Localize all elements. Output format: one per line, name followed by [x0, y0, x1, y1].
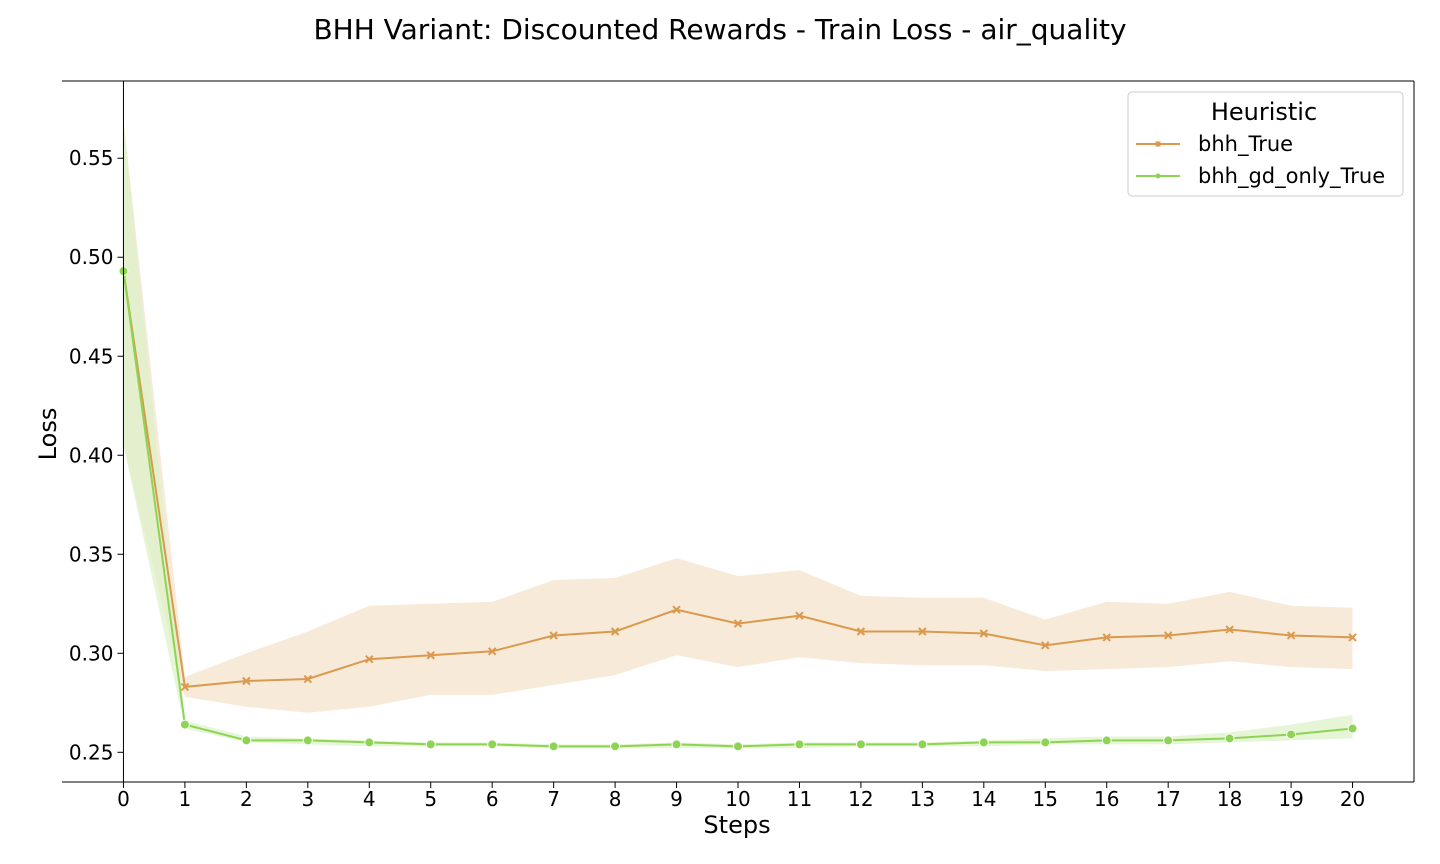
y-tick-label: 0.45: [69, 344, 114, 368]
x-tick-label: 1: [179, 787, 192, 811]
data-point-0-1: [180, 682, 190, 692]
data-point-1-8: [610, 741, 621, 752]
x-tick-label: 13: [910, 787, 935, 811]
data-point-0-2: [242, 676, 251, 686]
x-tick-label: 15: [1033, 787, 1058, 811]
x-axis-ticks: 0 1 2 3 4 5 6 7 8 9 10 11 12 13 14 15 16 17 18 19 20: [117, 782, 1365, 811]
x-tick-label: 6: [486, 787, 499, 811]
confidence-bands: [123, 120, 1353, 749]
data-point-0-12: [856, 627, 866, 636]
y-tick-label: 0.55: [69, 146, 114, 170]
x-tick-label: 0: [117, 787, 130, 811]
data-point-0-16: [1102, 633, 1111, 642]
y-axis-label: Loss: [34, 408, 62, 461]
data-point-0-5: [426, 651, 435, 660]
data-point-1-14: [978, 737, 989, 748]
data-point-1-2: [241, 735, 252, 746]
data-point-1-7: [548, 741, 559, 752]
y-axis-ticks: 0.25 0.30 0.35 0.40 0.45 0.50 0.55: [69, 146, 124, 764]
data-point-0-7: [549, 631, 558, 640]
data-point-0-13: [918, 627, 927, 636]
data-point-0-10: [733, 619, 743, 628]
x-tick-label: 12: [848, 787, 873, 811]
y-tick-label: 0.50: [69, 245, 114, 269]
x-tick-label: 8: [609, 787, 622, 811]
y-tick-label: 0.35: [69, 542, 114, 566]
series-markers: [118, 266, 1358, 752]
data-point-1-13: [917, 739, 928, 750]
data-point-1-18: [1224, 733, 1235, 744]
legend-marker-0: [1155, 141, 1161, 147]
data-point-0-3: [303, 674, 313, 684]
data-point-0-20: [1348, 633, 1357, 642]
data-point-1-1: [179, 719, 190, 730]
x-tick-label: 2: [240, 787, 253, 811]
y-tick-label: 0.30: [69, 641, 114, 665]
x-tick-label: 19: [1278, 787, 1303, 811]
chart-title: BHH Variant: Discounted Rewards - Train …: [313, 13, 1126, 46]
legend-label-1: bhh_gd_only_True: [1198, 164, 1385, 189]
data-point-0-11: [795, 611, 804, 620]
legend-marker-1: [1155, 173, 1161, 179]
x-axis-label: Steps: [703, 811, 770, 839]
x-tick-label: 10: [725, 787, 750, 811]
data-point-0-8: [610, 627, 620, 636]
legend-box: [1127, 91, 1404, 197]
x-tick-label: 18: [1217, 787, 1242, 811]
x-tick-label: 4: [363, 787, 376, 811]
data-point-1-17: [1163, 735, 1174, 746]
data-point-0-18: [1225, 625, 1234, 634]
y-tick-label: 0.25: [69, 740, 114, 764]
y-tick-label: 0.40: [69, 443, 114, 467]
data-point-0-14: [979, 629, 989, 638]
data-point-1-5: [425, 739, 436, 750]
x-tick-label: 16: [1094, 787, 1119, 811]
x-tick-label: 9: [670, 787, 683, 811]
data-point-1-3: [302, 735, 313, 746]
data-point-0-9: [672, 605, 681, 614]
data-point-0-19: [1286, 631, 1296, 640]
x-tick-label: 17: [1155, 787, 1180, 811]
x-tick-label: 11: [787, 787, 812, 811]
confidence-band-0: [123, 120, 1353, 713]
x-tick-label: 14: [971, 787, 996, 811]
x-tick-label: 5: [424, 787, 437, 811]
data-point-0-17: [1163, 631, 1173, 640]
data-point-1-11: [794, 739, 805, 750]
data-point-1-16: [1101, 735, 1112, 746]
x-tick-label: 3: [301, 787, 314, 811]
legend: Heuristic bhh_True bhh_gd_only_True: [1127, 91, 1404, 197]
x-tick-label: 7: [547, 787, 560, 811]
data-point-1-20: [1347, 723, 1358, 734]
data-point-1-10: [733, 741, 743, 752]
legend-label-0: bhh_True: [1198, 132, 1293, 157]
data-point-1-9: [671, 739, 682, 750]
data-point-1-15: [1040, 737, 1051, 748]
data-point-1-12: [855, 739, 866, 750]
data-point-1-6: [487, 739, 498, 750]
data-point-0-4: [365, 655, 374, 664]
data-point-1-4: [364, 737, 375, 748]
data-point-1-19: [1286, 729, 1297, 740]
legend-title: Heuristic: [1211, 98, 1317, 126]
x-tick-label: 20: [1340, 787, 1365, 811]
data-point-0-6: [487, 647, 497, 656]
data-point-0-15: [1041, 641, 1050, 650]
